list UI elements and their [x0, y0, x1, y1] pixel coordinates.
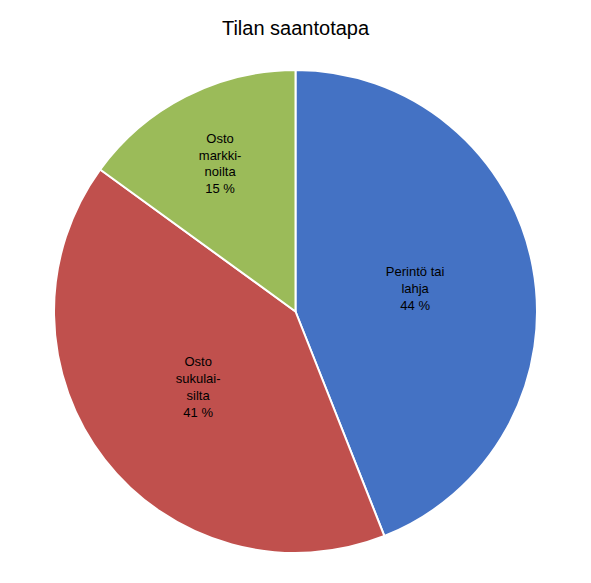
- svg-text:Ostosukulai-silta41 %: Ostosukulai-silta41 %: [176, 354, 221, 420]
- svg-text:Tilan saantotapa: Tilan saantotapa: [222, 17, 370, 39]
- svg-text:Ostomarkki-noilta15 %: Ostomarkki-noilta15 %: [199, 131, 242, 197]
- svg-text:Perintö tailahja44 %: Perintö tailahja44 %: [386, 264, 445, 313]
